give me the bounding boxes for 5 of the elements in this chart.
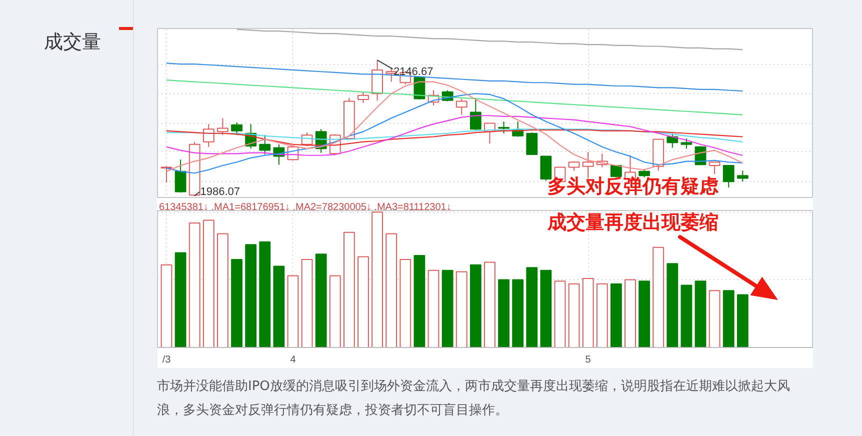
candlestick <box>722 165 734 188</box>
bar <box>736 294 748 348</box>
candlestick <box>736 170 748 182</box>
text: 市场并没能借助IPO放缓的消息吸引到场外资金流入，两市成交量再度出现萎缩，说明股指在近期难以掀起大风浪，多头资金对反弹行情仍有疑虑，投资者切不可盲目操作。 <box>157 378 791 420</box>
bar <box>722 290 734 348</box>
